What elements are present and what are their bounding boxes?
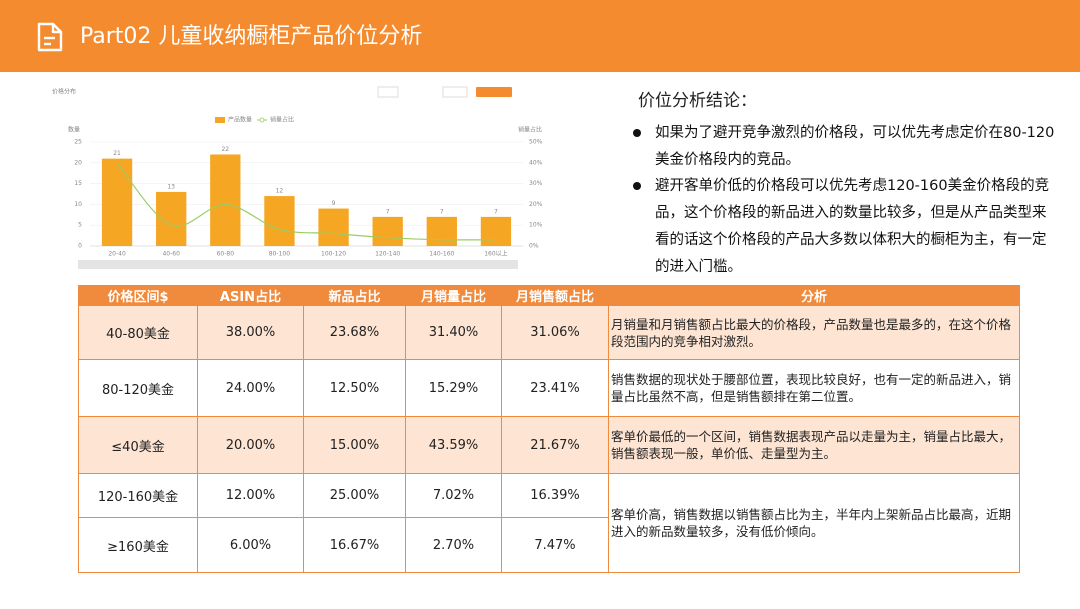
column-header: 价格区间$	[78, 285, 198, 306]
line-series	[116, 162, 496, 241]
bar-value-label: 9	[332, 200, 336, 207]
column-header: 分析	[608, 285, 1020, 306]
legend-swatch	[215, 117, 225, 123]
x-tick-label: 60-80	[217, 251, 235, 258]
chart: 价格分布 数量 销量占比 0 5 10 15 20 25 0% 10% 20% 30% 40% 50%…	[52, 86, 543, 269]
x-tick-label: 40-60	[162, 251, 180, 258]
bar-value-label: 7	[440, 208, 444, 215]
table-cell: 2.70%	[405, 517, 502, 573]
chart-title: 价格分布	[52, 88, 76, 96]
table-row: 40-80美金 38.00% 23.68% 31.40% 31.06% 月销量和月销售额占…	[78, 305, 1020, 360]
column-header: 月销量占比	[405, 285, 502, 306]
y2-axis-label: 销量占比	[518, 126, 542, 134]
table-row: ≤40美金 20.00% 15.00% 43.59% 21.67% 客单价最低的一个区间，…	[78, 416, 1020, 474]
table-cell: 7.47%	[501, 517, 609, 573]
table-cell: ≥160美金	[78, 517, 198, 573]
y2-tick-label: 30%	[529, 180, 543, 187]
x-tick-label: 140-160	[429, 251, 454, 258]
y-tick-label: 5	[78, 222, 82, 229]
bar-value-label: 13	[167, 183, 175, 190]
bar	[210, 154, 241, 246]
bar	[426, 216, 457, 246]
bar	[318, 208, 349, 246]
bar-value-label: 12	[276, 188, 284, 195]
y2-tick-label: 10%	[529, 222, 543, 229]
conclusion-list: 如果为了避开竞争激烈的价格段，可以优先考虑定价在80-120美金价格段内的竞品。…	[632, 120, 1057, 280]
conclusion-item: 避开客单价低的价格段可以优先考虑120-160美金价格段的竞品，这个价格段的新品…	[632, 173, 1057, 280]
y-tick-label: 25	[74, 139, 82, 146]
analysis-cell: 客单价高，销售数据以销售额占比为主，半年内上架新品占比最高，近期进入的新品数量较…	[608, 473, 1020, 573]
x-tick-label: 120-140	[375, 251, 400, 258]
table-cell: 15.29%	[405, 359, 502, 417]
header-bar: Part02 儿童收纳橱柜产品价位分析	[0, 0, 1080, 72]
table-cell: 120-160美金	[78, 473, 198, 518]
y2-tick-label: 0%	[529, 243, 539, 250]
bar	[101, 158, 133, 246]
bar	[264, 196, 295, 246]
table-cell: 25.00%	[303, 473, 406, 518]
y-tick-label: 0	[78, 243, 82, 250]
table-cell: 12.50%	[303, 359, 406, 417]
y-tick-label: 15	[74, 180, 82, 187]
header-row: 价格区间$ ASIN占比 新品占比 月销量占比 月销售额占比 分析	[78, 285, 1020, 306]
data-table: 价格区间$ ASIN占比 新品占比 月销量占比 月销售额占比 分析 40-80美金 38.0…	[78, 285, 1020, 573]
table-cell: 20.00%	[197, 416, 304, 474]
analyze-button[interactable]	[476, 87, 512, 97]
analysis-cell: 销售数据的现状处于腰部位置，表现比较良好，也有一定的新品进入，销量占比虽然不高，…	[608, 359, 1020, 417]
doc-icon	[37, 22, 63, 52]
bar	[372, 216, 403, 246]
conclusion-title: 价位分析结论：	[638, 91, 757, 111]
legend-label: 销量占比	[270, 116, 294, 124]
table-cell: 16.39%	[501, 473, 609, 518]
table-row: ≥160美金 6.00% 16.67% 2.70% 7.47%	[78, 517, 1020, 573]
y2-tick-label: 40%	[529, 159, 543, 166]
table-cell: 7.02%	[405, 473, 502, 518]
table-row: 120-160美金 12.00% 25.00% 7.02% 16.39% 客单价高，销售数…	[78, 473, 1020, 573]
bar-value-label: 22	[221, 146, 229, 153]
table-cell: 31.40%	[405, 305, 502, 360]
bar	[480, 216, 512, 246]
table-cell: 6.00%	[197, 517, 304, 573]
table-cell: 15.00%	[303, 416, 406, 474]
conclusion-item: 如果为了避开竞争激烈的价格段，可以优先考虑定价在80-120美金价格段内的竞品。	[632, 120, 1057, 173]
x-tick-label: 100-120	[321, 251, 346, 258]
legend-swatch	[259, 117, 265, 123]
y-tick-label: 10	[74, 201, 82, 208]
table-cell: 43.59%	[405, 416, 502, 474]
table-cell: 31.06%	[501, 305, 609, 360]
input-box[interactable]	[442, 86, 468, 98]
scrollbar[interactable]	[78, 260, 518, 269]
y2-tick-label: 20%	[529, 201, 543, 208]
table-cell: 24.00%	[197, 359, 304, 417]
x-tick-label: 80-100	[269, 251, 290, 258]
table-row: 80-120美金 24.00% 12.50% 15.29% 23.41% 销售数据的现状处…	[78, 359, 1020, 417]
x-tick-label: 160以上	[484, 250, 507, 258]
y-axis-label: 数量	[68, 126, 80, 134]
bar-value-label: 7	[494, 208, 498, 215]
slide-title: Part02 儿童收纳橱柜产品价位分析	[80, 24, 423, 49]
table-cell: 16.67%	[303, 517, 406, 573]
y-tick-label: 20	[74, 159, 82, 166]
table-cell: 21.67%	[501, 416, 609, 474]
x-tick-label: 20-40	[108, 251, 126, 258]
column-header: ASIN占比	[197, 285, 304, 306]
column-header: 月销售额占比	[501, 285, 609, 306]
table-cell: ≤40美金	[78, 416, 198, 474]
legend-label: 产品数量	[228, 116, 252, 124]
table-cell: 80-120美金	[78, 359, 198, 417]
table-cell: 23.41%	[501, 359, 609, 417]
bar	[156, 191, 187, 246]
table-cell: 40-80美金	[78, 305, 198, 360]
y2-tick-label: 50%	[529, 139, 543, 146]
table-cell: 23.68%	[303, 305, 406, 360]
analysis-cell: 月销量和月销售额占比最大的价格段，产品数量也是最多的，在这个价格段范围内的竞争相…	[608, 305, 1020, 360]
input-box[interactable]	[377, 86, 399, 98]
bar-value-label: 7	[386, 208, 390, 215]
column-header: 新品占比	[303, 285, 406, 306]
table-cell: 12.00%	[197, 473, 304, 518]
analysis-cell: 客单价最低的一个区间，销售数据表现产品以走量为主，销量占比最大，销售额表现一般，…	[608, 416, 1020, 474]
bar-value-label: 21	[113, 150, 121, 157]
table-cell: 38.00%	[197, 305, 304, 360]
